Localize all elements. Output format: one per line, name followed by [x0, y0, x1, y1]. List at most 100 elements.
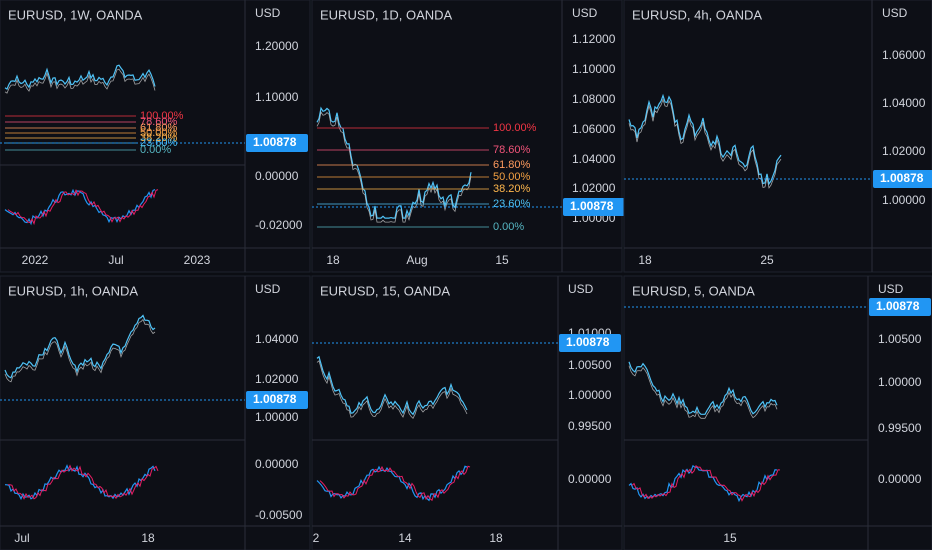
fib-label: 78.60% — [140, 116, 178, 128]
price-line-white — [4, 318, 156, 383]
currency-label: USD — [568, 282, 594, 296]
chart-panel: EURUSD, 15, OANDA USD1.010001.005001.0000… — [311, 275, 623, 550]
oscillator-tick-label: -0.02000 — [255, 218, 303, 232]
price-tick-label: 1.02000 — [572, 181, 616, 195]
price-badge — [873, 170, 932, 188]
currency-label: USD — [255, 282, 281, 296]
fib-label: 38.20% — [140, 132, 178, 144]
panel-bg — [623, 275, 932, 550]
panel-bg — [0, 275, 311, 550]
time-label: 15 — [495, 253, 509, 267]
price-tick-label: 1.00500 — [878, 332, 922, 346]
time-label: 2022 — [22, 253, 49, 267]
time-label: 2 — [313, 531, 320, 545]
price-line-white — [316, 360, 468, 419]
fib-label: 100.00% — [493, 122, 537, 134]
price-badge-label: 1.00878 — [880, 171, 924, 185]
price-badge-label: 1.00878 — [876, 299, 920, 313]
price-tick-label: 1.04000 — [572, 152, 616, 166]
panel-bg — [623, 0, 932, 273]
oscillator-red — [631, 465, 781, 502]
price-tick-label: 1.00000 — [882, 193, 926, 207]
oscillator-blue — [316, 465, 468, 502]
fib-label: 0.00% — [493, 221, 524, 233]
oscillator-tick-label: 0.00000 — [255, 169, 299, 183]
price-tick-label: 1.08000 — [572, 92, 616, 106]
oscillator-tick-label: 0.00000 — [568, 472, 612, 486]
currency-label: USD — [572, 6, 598, 20]
fib-label: 78.60% — [493, 144, 531, 156]
price-badge — [563, 198, 625, 216]
panel-title: EURUSD, 1h, OANDA — [8, 283, 138, 298]
time-label: 18 — [326, 253, 340, 267]
time-label: Aug — [406, 253, 427, 267]
price-line-white — [628, 98, 782, 189]
chart-panel: EURUSD, 1D, OANDA USD 1.12000 1.10000 1.0800… — [311, 0, 625, 273]
currency-label: USD — [255, 6, 281, 20]
panel-title: EURUSD, 1W, OANDA — [8, 7, 143, 22]
price-tick-label: 1.00000 — [255, 410, 299, 424]
price-badge — [869, 298, 931, 316]
price-tick-label: 1.06000 — [572, 122, 616, 136]
price-badge-label: 1.00878 — [253, 135, 297, 149]
price-tick-label: 1.20000 — [255, 39, 299, 53]
chart-panel: EURUSD, 1W, OANDA USD 1.20000 1.10000 0.0000… — [0, 0, 311, 273]
fib-label: 0.00% — [140, 144, 171, 156]
oscillator-tick-label: 0.00000 — [255, 457, 299, 471]
price-badge-label: 1.00878 — [570, 199, 614, 213]
oscillator-tick-label: 0.00000 — [878, 472, 922, 486]
fib-label: 61.80% — [493, 159, 531, 171]
price-line — [4, 64, 156, 90]
price-badge — [246, 391, 308, 409]
fib-label: 23.60% — [140, 137, 178, 149]
price-badge-label: 1.00878 — [566, 335, 610, 349]
price-line-white — [628, 365, 778, 419]
panel-bg — [311, 275, 623, 550]
price-badge — [559, 334, 621, 352]
chart-panel: EURUSD, 5, OANDA USD 1.00500 1.00000 0.99500… — [623, 275, 932, 550]
fib-label: 23.60% — [493, 198, 531, 210]
price-line-white — [4, 68, 156, 94]
time-label: 15 — [723, 531, 737, 545]
price-tick-label: 1.00500 — [568, 358, 612, 372]
time-label: 14 — [398, 531, 412, 545]
price-tick-label: 1.04000 — [255, 332, 299, 346]
price-line — [316, 355, 468, 416]
fib-label: 50.00% — [140, 127, 178, 139]
price-tick-label: 0.99500 — [568, 419, 612, 433]
fib-label: 61.80% — [140, 122, 178, 134]
fib-label: 38.20% — [493, 183, 531, 195]
price-line — [4, 314, 156, 379]
oscillator-red — [7, 464, 159, 500]
time-label: 25 — [760, 253, 774, 267]
currency-label: USD — [882, 6, 908, 20]
fib-label: 100.00% — [140, 110, 184, 122]
time-label: Jul — [108, 253, 123, 267]
price-tick-label: 1.02000 — [882, 144, 926, 158]
panel-title: EURUSD, 1D, OANDA — [320, 7, 453, 22]
chart-panel: EURUSD, 4h, OANDA USD 1.06000 1.04000 1.0200… — [623, 0, 932, 273]
oscillator-red — [7, 189, 159, 226]
price-line — [628, 361, 778, 415]
price-tick-label: 1.04000 — [882, 96, 926, 110]
price-badge-label: 1.00878 — [253, 392, 297, 406]
price-badge — [246, 134, 308, 152]
price-tick-label: 1.10000 — [255, 90, 299, 104]
price-tick-label: 1.02000 — [255, 372, 299, 386]
price-tick-label: 0.99500 — [878, 421, 922, 435]
oscillator-tick-label: -0.00500 — [255, 508, 303, 522]
time-label: 18 — [141, 531, 155, 545]
time-label: 18 — [489, 531, 503, 545]
price-tick-label: 1.06000 — [882, 48, 926, 62]
price-tick-label: 1.00000 — [878, 375, 922, 389]
chart-panel: EURUSD, 1h, OANDA USD 1.04000 1.02000 1.0000… — [0, 275, 311, 550]
fib-label: 50.00% — [493, 171, 531, 183]
price-line — [628, 93, 782, 186]
currency-label: USD — [878, 282, 904, 296]
time-label: 18 — [638, 253, 652, 267]
panel-title: EURUSD, 5, OANDA — [632, 283, 755, 298]
time-label: Jul — [14, 531, 29, 545]
price-tick-label: 1.00000 — [568, 388, 612, 402]
